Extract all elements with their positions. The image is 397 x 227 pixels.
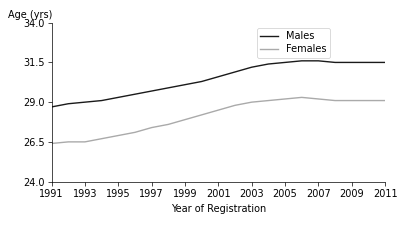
X-axis label: Year of Registration: Year of Registration xyxy=(171,204,266,214)
Females xyxy=(349,99,354,102)
Males xyxy=(349,61,354,64)
Males xyxy=(133,93,137,96)
Females xyxy=(266,99,271,102)
Males xyxy=(199,80,204,83)
Females xyxy=(383,99,387,102)
Legend: Males, Females: Males, Females xyxy=(256,27,330,58)
Males xyxy=(366,61,371,64)
Females xyxy=(149,126,154,129)
Males xyxy=(83,101,87,104)
Females xyxy=(183,118,187,121)
Males xyxy=(66,102,71,105)
Males xyxy=(99,99,104,102)
Females xyxy=(83,141,87,143)
Females xyxy=(299,96,304,99)
Line: Females: Females xyxy=(52,97,385,143)
Females xyxy=(283,98,287,100)
Females xyxy=(49,142,54,145)
Males xyxy=(333,61,337,64)
Males xyxy=(233,71,237,73)
Females xyxy=(133,131,137,134)
Males xyxy=(316,59,321,62)
Females xyxy=(199,114,204,116)
Females xyxy=(233,104,237,107)
Females xyxy=(99,137,104,140)
Females xyxy=(216,109,221,111)
Females xyxy=(249,101,254,104)
Males xyxy=(49,106,54,108)
Males xyxy=(166,86,171,89)
Males xyxy=(216,75,221,78)
Females xyxy=(316,98,321,100)
Females xyxy=(333,99,337,102)
Females xyxy=(366,99,371,102)
Males xyxy=(283,61,287,64)
Females xyxy=(166,123,171,126)
Text: Age (yrs): Age (yrs) xyxy=(8,10,53,20)
Males xyxy=(116,96,121,99)
Males xyxy=(266,63,271,65)
Males xyxy=(383,61,387,64)
Males xyxy=(149,90,154,92)
Males xyxy=(183,83,187,86)
Females xyxy=(66,141,71,143)
Males xyxy=(299,59,304,62)
Females xyxy=(116,134,121,137)
Line: Males: Males xyxy=(52,61,385,107)
Males xyxy=(249,66,254,69)
